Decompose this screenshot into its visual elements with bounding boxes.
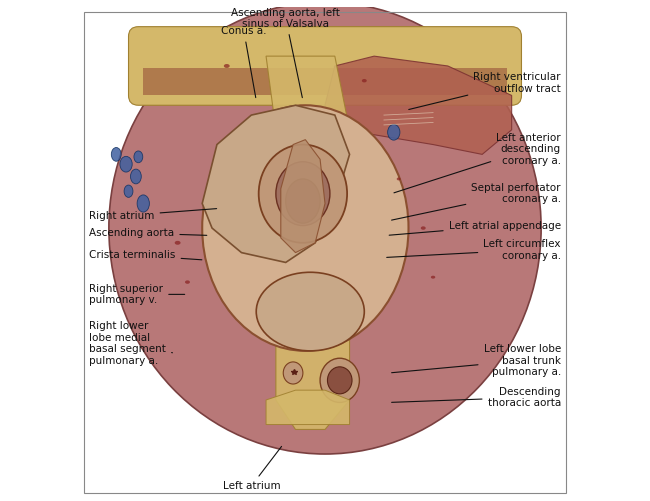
Text: Left atrium: Left atrium: [222, 446, 281, 491]
Ellipse shape: [124, 185, 133, 197]
Polygon shape: [266, 56, 350, 429]
Text: Right ventricular
outflow tract: Right ventricular outflow tract: [409, 72, 561, 110]
Text: Right atrium: Right atrium: [89, 208, 216, 221]
Ellipse shape: [202, 105, 408, 351]
Text: Ascending aorta, left
sinus of Valsalva: Ascending aorta, left sinus of Valsalva: [231, 8, 340, 98]
Polygon shape: [143, 69, 507, 95]
Ellipse shape: [320, 358, 359, 402]
Ellipse shape: [224, 64, 229, 68]
Ellipse shape: [109, 2, 541, 454]
Text: Left anterior
descending
coronary a.: Left anterior descending coronary a.: [394, 133, 561, 193]
Text: Crista terminalis: Crista terminalis: [89, 250, 202, 260]
Text: Right superior
pulmonary v.: Right superior pulmonary v.: [89, 284, 185, 305]
Ellipse shape: [175, 241, 181, 245]
Text: Septal perforator
coronary a.: Septal perforator coronary a.: [391, 183, 561, 220]
Ellipse shape: [137, 195, 150, 212]
Ellipse shape: [283, 362, 303, 384]
Ellipse shape: [362, 79, 367, 83]
Ellipse shape: [276, 162, 330, 225]
Ellipse shape: [111, 147, 121, 161]
Ellipse shape: [259, 145, 347, 243]
Ellipse shape: [120, 156, 132, 172]
Ellipse shape: [286, 179, 320, 223]
Ellipse shape: [131, 169, 141, 184]
Ellipse shape: [387, 124, 400, 140]
Ellipse shape: [134, 151, 143, 163]
Ellipse shape: [396, 177, 400, 180]
Ellipse shape: [328, 367, 352, 394]
Ellipse shape: [421, 226, 426, 230]
Text: Ascending aorta: Ascending aorta: [89, 228, 207, 238]
Ellipse shape: [185, 281, 190, 284]
Text: Left lower lobe
basal trunk
pulmonary a.: Left lower lobe basal trunk pulmonary a.: [391, 344, 561, 377]
Polygon shape: [281, 140, 325, 253]
Ellipse shape: [256, 272, 364, 351]
Polygon shape: [266, 390, 350, 424]
Text: Left circumflex
coronary a.: Left circumflex coronary a.: [387, 239, 561, 261]
Text: Conus a.: Conus a.: [221, 27, 266, 98]
FancyBboxPatch shape: [129, 27, 521, 105]
Text: Left atrial appendage: Left atrial appendage: [389, 220, 561, 235]
Polygon shape: [202, 105, 350, 263]
Ellipse shape: [431, 276, 436, 279]
Text: Right lower
lobe medial
basal segment
pulmonary a.: Right lower lobe medial basal segment pu…: [89, 321, 172, 366]
Text: Descending
thoracic aorta: Descending thoracic aorta: [392, 387, 561, 408]
Polygon shape: [325, 56, 512, 154]
